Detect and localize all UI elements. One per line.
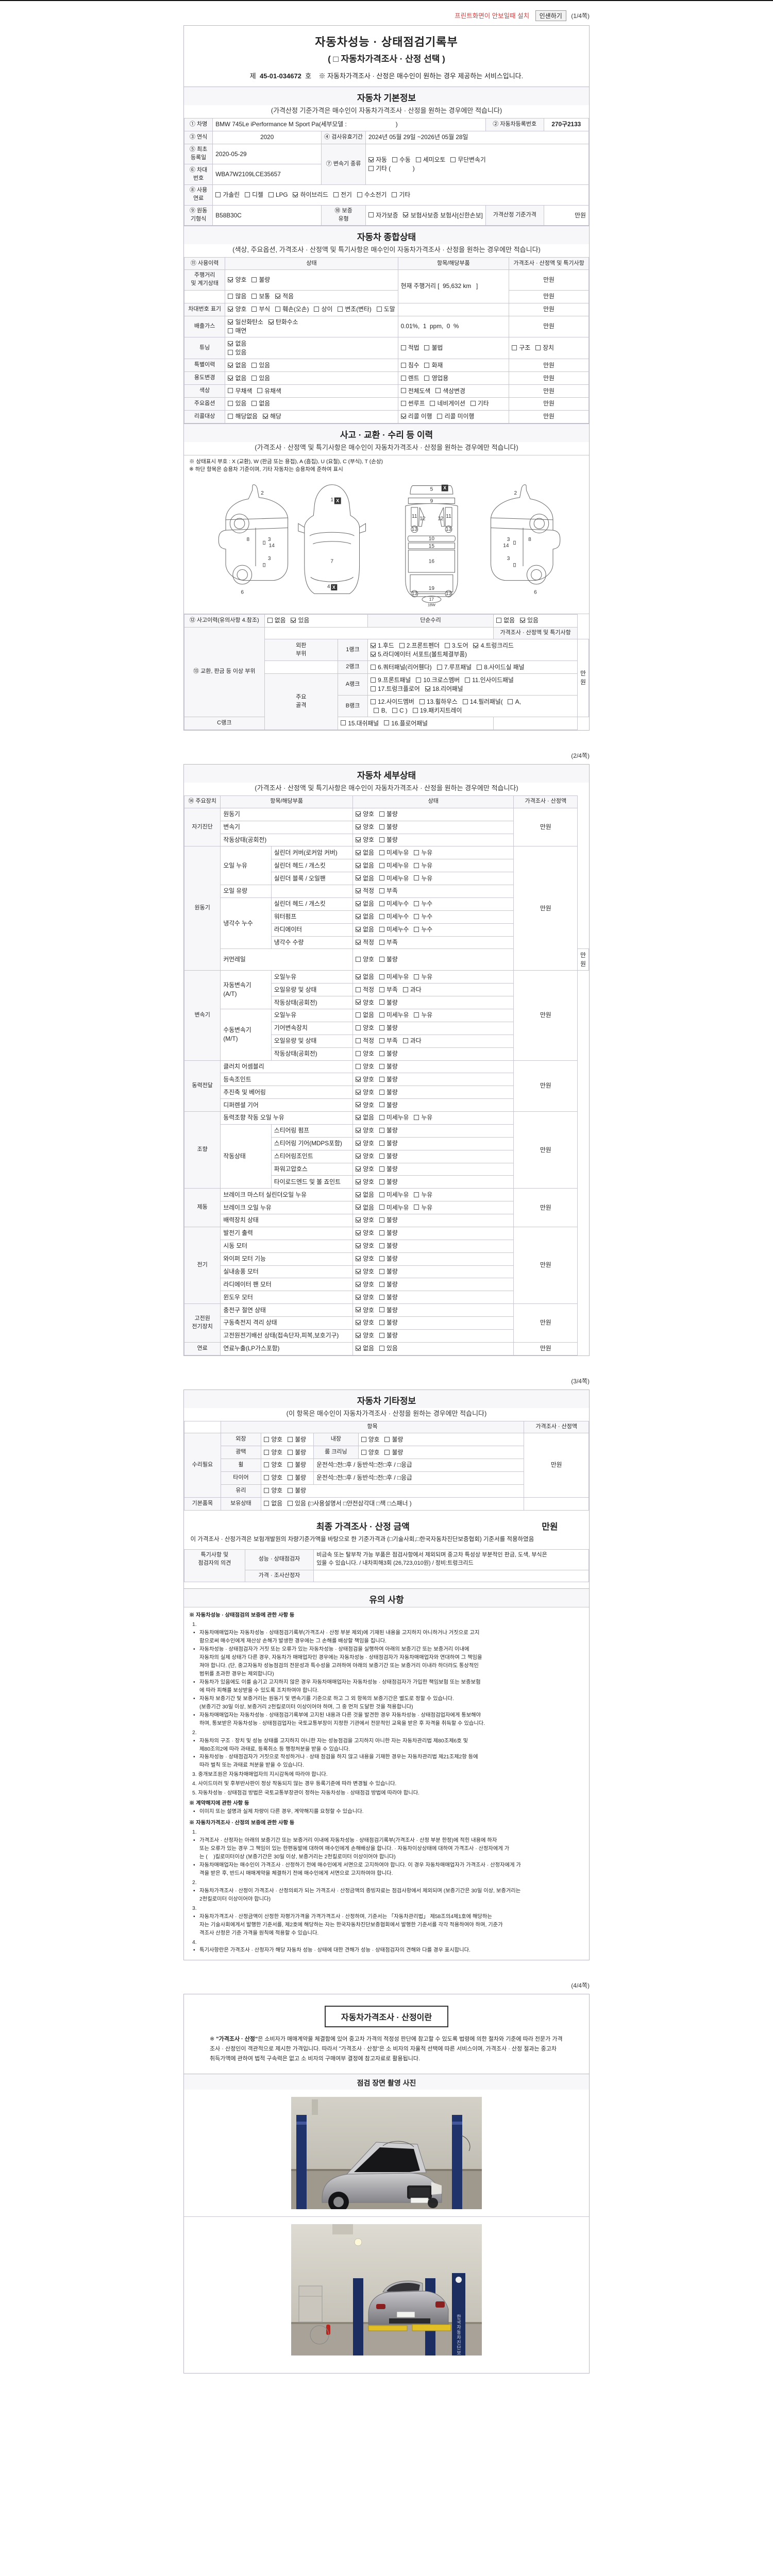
svg-text:3: 3 bbox=[507, 556, 510, 562]
svg-text:5: 5 bbox=[430, 487, 433, 493]
svg-text:19: 19 bbox=[429, 586, 435, 591]
svg-text:16: 16 bbox=[429, 558, 435, 564]
svg-text:1: 1 bbox=[330, 497, 333, 503]
svg-text:3: 3 bbox=[268, 537, 271, 543]
svg-text:13: 13 bbox=[446, 591, 452, 597]
svg-text:11: 11 bbox=[412, 514, 417, 519]
svg-text:13: 13 bbox=[412, 591, 418, 597]
svg-text:18W: 18W bbox=[428, 602, 435, 607]
svg-text:12: 12 bbox=[438, 516, 444, 522]
svg-text:2: 2 bbox=[261, 490, 264, 496]
svg-text:6: 6 bbox=[534, 589, 537, 595]
svg-text:X: X bbox=[443, 485, 447, 490]
svg-text:13: 13 bbox=[446, 527, 452, 532]
svg-text:6: 6 bbox=[241, 589, 244, 595]
svg-text:14: 14 bbox=[503, 543, 509, 549]
svg-text:2: 2 bbox=[514, 490, 517, 496]
svg-text:7: 7 bbox=[330, 558, 333, 564]
svg-text:3: 3 bbox=[507, 537, 510, 543]
svg-text:3: 3 bbox=[268, 556, 271, 562]
svg-text:12: 12 bbox=[419, 516, 426, 522]
svg-text:15: 15 bbox=[429, 544, 435, 549]
svg-text:4: 4 bbox=[327, 584, 330, 589]
svg-text:11: 11 bbox=[446, 514, 451, 519]
svg-text:13: 13 bbox=[412, 527, 418, 532]
svg-text:14: 14 bbox=[269, 543, 275, 549]
svg-text:X: X bbox=[336, 498, 340, 503]
svg-text:8: 8 bbox=[246, 537, 249, 543]
svg-text:17: 17 bbox=[429, 597, 434, 602]
svg-text:8: 8 bbox=[528, 537, 531, 543]
svg-text:한국자동차진단보증협회: 한국자동차진단보증협회 bbox=[456, 2314, 461, 2355]
svg-text:10: 10 bbox=[429, 536, 435, 541]
svg-text:X: X bbox=[332, 585, 336, 590]
